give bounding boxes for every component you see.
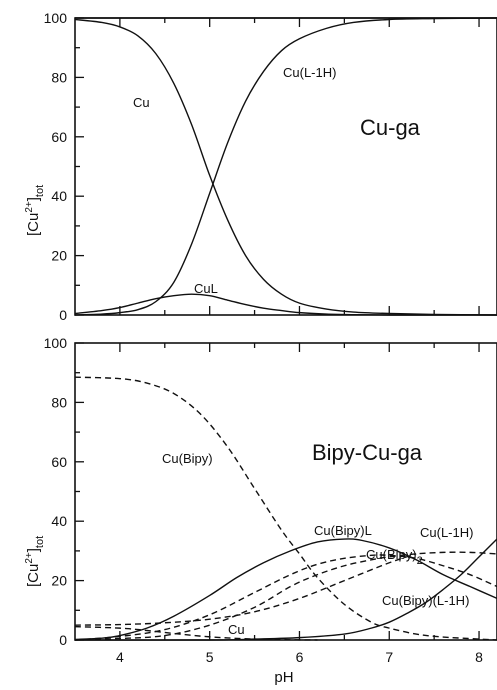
x-tick-label: 6 [296, 649, 304, 665]
ylabel-close: ] [25, 197, 42, 201]
x-tick-label: 7 [385, 649, 393, 665]
ylabel-sub: tot [34, 185, 46, 197]
ylabel-sub: tot [34, 536, 46, 548]
curves-bottom [74, 376, 497, 641]
ylabel-sup: 2+ [24, 201, 35, 213]
label-cu-top: Cu [133, 95, 150, 110]
x-tick-label: 4 [116, 649, 124, 665]
y-tick-label: 60 [51, 129, 67, 145]
series-line-top-cul-2 [74, 293, 497, 316]
panel-bipy-cu-ga: 0 20 40 60 80 100 4 5 6 7 8 Bipy-Cu-ga Cu(Bipy) Cu… [24, 335, 497, 686]
panel-cu-ga: 0 20 40 60 80 100 Cu-ga Cu Cu(L-1H) CuL [Cu2+… [24, 10, 497, 323]
y-tick-label: 100 [44, 335, 68, 351]
y-tick-label: 80 [51, 69, 67, 85]
curves-top [74, 17, 497, 316]
label-cu-bipy-2-main: Cu(Bipy) [366, 547, 417, 562]
label-cu-l-1h-bottom: Cu(L-1H) [420, 525, 473, 540]
series-line-bottom-cu-bipy-l-1h-5 [74, 538, 497, 641]
label-cu-bottom: Cu [228, 622, 245, 637]
series-line-bottom-unlabeled-6 [74, 553, 417, 626]
label-cu-bipy-2-sub: 2 [417, 555, 423, 567]
y-tick-label: 0 [59, 307, 67, 323]
x-tick-label: 5 [206, 649, 214, 665]
series-line-bottom-cu-bipy-0 [74, 376, 497, 641]
y-axis-label-top: [Cu2+]tot [24, 185, 46, 236]
label-cul-top: CuL [194, 281, 218, 296]
y-tick-label: 60 [51, 454, 67, 470]
y-tick-label: 100 [44, 10, 68, 26]
y-tick-label: 20 [51, 248, 67, 264]
panel-title-bottom: Bipy-Cu-ga [312, 440, 423, 465]
ylabel-close: ] [25, 548, 42, 552]
label-cu-bipy-2: Cu(Bipy)2 [366, 547, 423, 567]
y-tick-label: 80 [51, 394, 67, 410]
ylabel-main: [Cu [25, 213, 42, 236]
y-axis-label-bottom: [Cu2+]tot [24, 536, 46, 587]
plot-frame-top [74, 17, 497, 316]
series-line-bottom-cu-l-1h-3 [74, 551, 497, 641]
series-line-bottom-cu-bipy-2-2 [74, 554, 497, 641]
label-cu-l-1h-top: Cu(L-1H) [283, 65, 336, 80]
series-line-bottom-cu-4 [74, 625, 318, 641]
label-cu-bipy-l-1h: Cu(Bipy)(L-1H) [382, 593, 469, 608]
x-axis-label: pH [274, 669, 293, 686]
label-cu-bipy: Cu(Bipy) [162, 451, 213, 466]
series-line-bottom-cu-bipy-l-1 [74, 538, 497, 641]
y-tick-label: 0 [59, 632, 67, 648]
y-tick-label: 40 [51, 188, 67, 204]
y-tick-label: 40 [51, 513, 67, 529]
axis-ticks-top: 0 20 40 60 80 100 [44, 10, 480, 323]
series-line-top-cu-l-1h-1 [74, 17, 497, 316]
ylabel-sup: 2+ [24, 552, 35, 564]
y-tick-label: 20 [51, 573, 67, 589]
ylabel-main: [Cu [25, 564, 42, 587]
x-tick-label: 8 [475, 649, 483, 665]
label-cu-bipy-l: Cu(Bipy)L [314, 523, 372, 538]
panel-title-top: Cu-ga [360, 115, 421, 140]
axis-ticks-bottom: 0 20 40 60 80 100 4 5 6 7 8 [44, 335, 484, 665]
series-line-top-cu-0 [74, 18, 497, 316]
